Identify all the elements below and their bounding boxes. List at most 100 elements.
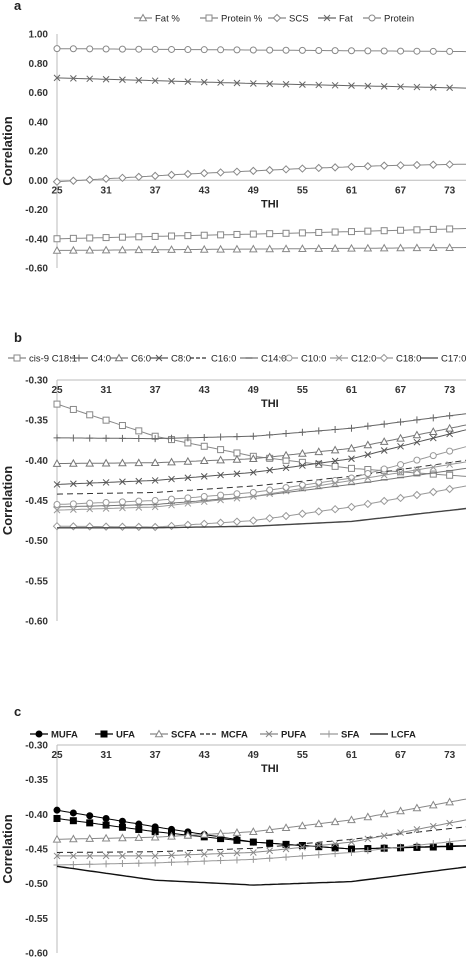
data-point: [331, 47, 339, 55]
data-point: [70, 852, 77, 860]
data-point: [429, 463, 437, 471]
data-point: [330, 504, 340, 514]
data-point: [168, 501, 175, 509]
x-tick-label: 73: [444, 385, 456, 396]
data-point: [150, 171, 160, 181]
y-tick-label: -0.50: [25, 536, 48, 547]
data-point: [70, 74, 77, 82]
data-point: [134, 522, 144, 532]
legend-label: SCS: [289, 14, 309, 25]
x-tick-label: 61: [346, 385, 358, 396]
data-point: [315, 482, 323, 490]
data-point: [396, 161, 405, 170]
data-point: [200, 231, 208, 239]
legend-marker: [13, 354, 21, 362]
data-point: [135, 233, 143, 241]
x-tick-label: 37: [150, 185, 162, 196]
data-point: [151, 852, 159, 860]
data-point: [380, 465, 388, 473]
legend: Fat % Protein % SCS Fat Protein: [134, 13, 414, 25]
data-point: [118, 498, 126, 506]
data-point: [135, 852, 143, 860]
data-point: [249, 432, 257, 440]
series-line: [56, 467, 467, 508]
data-point: [363, 440, 373, 449]
y-tick-label: -0.60: [25, 949, 48, 957]
data-point: [135, 859, 143, 867]
data-point: [102, 75, 110, 83]
data-point: [118, 173, 127, 183]
data-point: [86, 479, 94, 487]
data-point: [135, 477, 143, 485]
series-protein: [53, 45, 467, 55]
data-point: [217, 471, 224, 479]
data-point: [86, 45, 94, 53]
x-tick-label: 67: [395, 750, 407, 761]
data-point: [380, 832, 388, 840]
legend-marker: [272, 13, 282, 23]
data-point: [348, 455, 355, 463]
data-point: [118, 434, 126, 442]
series-sfa: [53, 838, 467, 869]
data-point: [445, 423, 454, 432]
legend-marker: [155, 354, 163, 362]
data-point: [266, 486, 274, 494]
y-tick-label: -0.40: [25, 456, 48, 467]
data-point: [429, 414, 437, 422]
data-point: [70, 506, 77, 513]
x-tick-label: 25: [51, 750, 63, 761]
data-point: [315, 479, 323, 487]
legend-label: MCFA: [221, 730, 248, 741]
data-point: [249, 166, 258, 176]
data-point: [298, 458, 306, 466]
data-point: [380, 471, 388, 479]
data-point: [200, 473, 208, 480]
legend-marker: [265, 730, 273, 738]
data-point: [184, 858, 192, 866]
data-point: [183, 830, 193, 839]
data-point: [85, 175, 94, 184]
data-point: [118, 823, 126, 831]
y-tick-label: 0.40: [29, 117, 49, 128]
data-point: [331, 457, 339, 465]
data-point: [69, 809, 77, 817]
data-point: [363, 243, 373, 252]
data-point: [380, 420, 388, 428]
data-point: [233, 230, 241, 238]
data-point: [282, 484, 290, 492]
data-point: [429, 470, 437, 478]
legend-label: C17:0: [441, 354, 466, 365]
series-line: [56, 429, 467, 485]
data-point: [53, 235, 61, 243]
x-tick-label: 43: [199, 750, 211, 761]
data-point: [151, 45, 159, 53]
data-point: [86, 434, 94, 442]
data-point: [200, 498, 208, 506]
data-point: [151, 503, 159, 511]
data-point: [445, 243, 454, 251]
data-point: [364, 82, 372, 90]
data-point: [347, 443, 356, 452]
legend-marker: [368, 14, 376, 22]
data-point: [380, 227, 388, 235]
chart-panel-a: a 1.00 0.80 0.60 0.40 0.20 0.00 -0.20 -0.40 -0.60…: [0, 0, 467, 275]
data-point: [429, 160, 438, 169]
data-point: [413, 416, 421, 424]
data-point: [413, 466, 421, 474]
data-point: [248, 454, 258, 463]
data-point: [135, 504, 143, 511]
legend-label: LCFA: [391, 730, 416, 741]
data-point: [364, 470, 372, 478]
legend-label: PUFA: [281, 730, 306, 741]
data-point: [347, 162, 356, 172]
data-point: [86, 499, 94, 507]
data-point: [200, 46, 208, 54]
data-point: [428, 243, 438, 252]
series-protein-: [53, 225, 467, 243]
data-point: [364, 451, 372, 458]
data-point: [86, 411, 94, 419]
data-point: [397, 226, 405, 234]
data-point: [379, 437, 389, 445]
data-point: [397, 461, 405, 469]
data-point: [151, 232, 159, 240]
